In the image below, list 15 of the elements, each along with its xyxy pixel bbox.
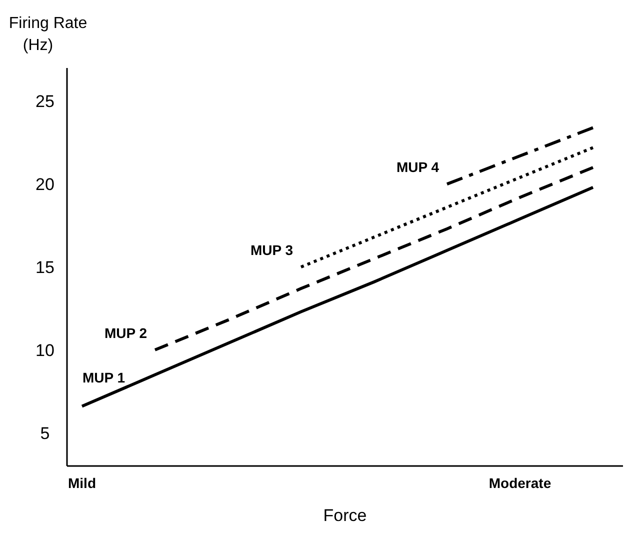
series-label: MUP 3 xyxy=(250,242,294,258)
x-axis-title: Force xyxy=(323,506,367,525)
y-axis-title: Firing Rate (Hz) xyxy=(8,15,88,54)
y-tick-label: 20 xyxy=(36,175,54,194)
y-tick-label: 25 xyxy=(36,92,54,112)
y-tick-label: 10 xyxy=(36,340,54,360)
y-tick-label: 5 xyxy=(40,424,50,443)
x-tick-label: Moderate xyxy=(488,475,552,491)
series-label: MUP 2 xyxy=(104,324,148,341)
line-series xyxy=(300,146,594,268)
x-tick-label: Mild xyxy=(68,475,96,491)
line-series xyxy=(80,186,594,408)
series-label: MUP 1 xyxy=(82,369,126,386)
series-label: MUP 4 xyxy=(396,159,440,176)
y-tick-label: 15 xyxy=(36,258,54,277)
